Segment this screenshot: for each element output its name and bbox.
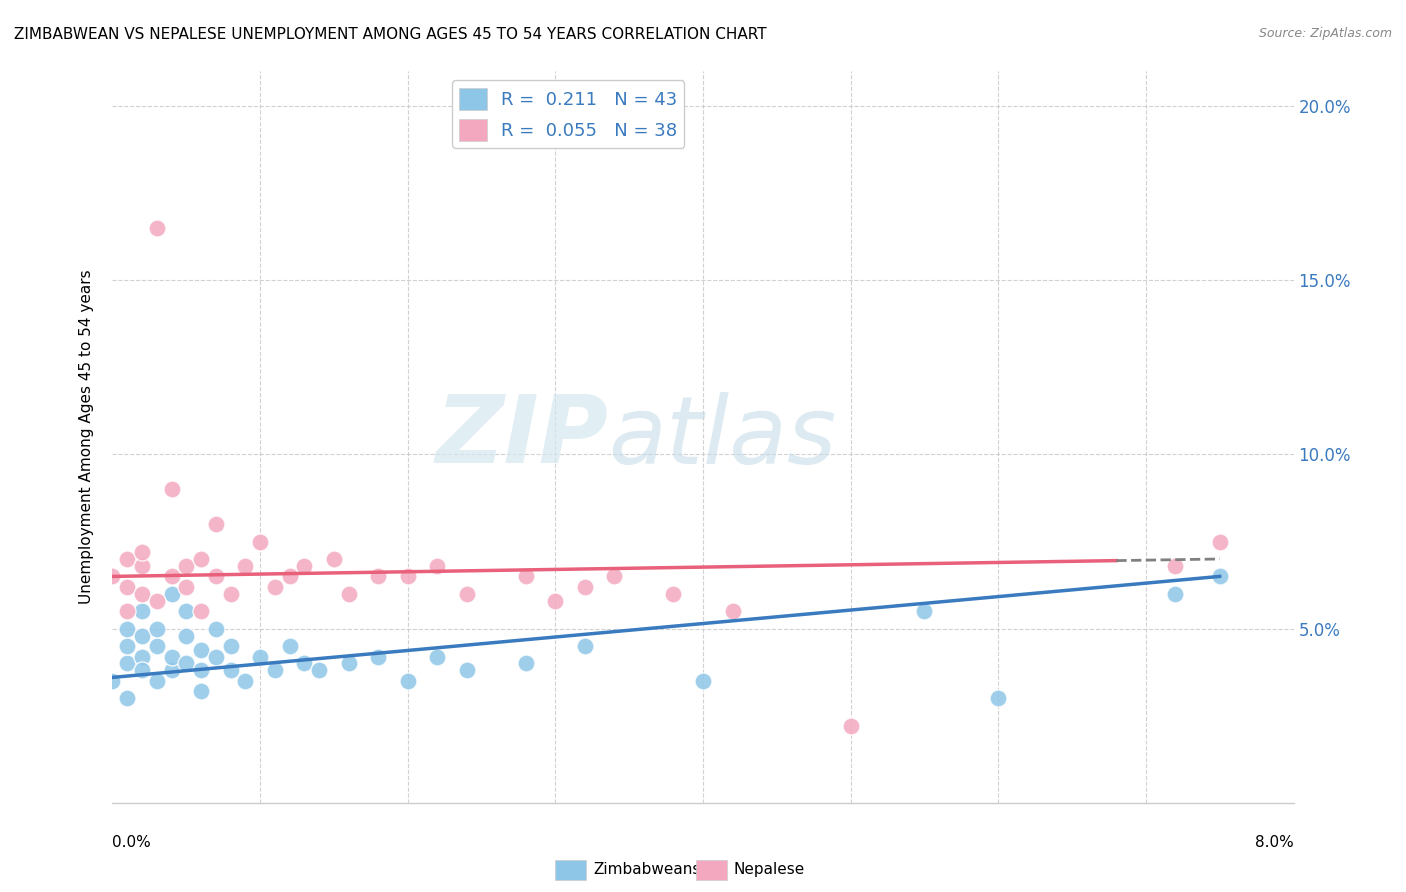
Point (692, 673, 714, 688)
Point (292, 558, 315, 573)
Point (337, 587, 360, 601)
Point (174, 580, 197, 594)
Point (219, 639, 242, 653)
Point (603, 569, 626, 583)
Point (190, 604, 212, 618)
Point (1164, 587, 1187, 601)
Point (205, 569, 228, 583)
Point (117, 580, 138, 594)
Point (174, 657, 197, 671)
Point (205, 622, 228, 636)
Point (160, 483, 183, 497)
Point (174, 629, 197, 643)
Point (426, 558, 449, 573)
Text: 8.0%: 8.0% (1254, 836, 1294, 850)
Point (190, 552, 212, 566)
Point (131, 587, 153, 601)
Point (574, 639, 596, 653)
Point (308, 664, 330, 678)
Point (914, 604, 936, 618)
Point (515, 569, 537, 583)
Point (323, 552, 346, 566)
Point (219, 664, 242, 678)
Point (146, 221, 169, 235)
Point (190, 684, 212, 698)
Point (131, 545, 153, 559)
Point (131, 604, 153, 618)
Point (117, 604, 138, 618)
Point (337, 657, 360, 671)
Point (160, 664, 183, 678)
Point (190, 664, 212, 678)
Point (131, 629, 153, 643)
Point (117, 639, 138, 653)
Point (396, 673, 419, 688)
Point (987, 691, 1010, 706)
Point (117, 657, 138, 671)
Text: Nepalese: Nepalese (734, 863, 806, 877)
Point (190, 642, 212, 657)
Point (117, 552, 138, 566)
Point (1164, 558, 1187, 573)
Point (396, 569, 419, 583)
Point (174, 604, 197, 618)
Point (205, 649, 228, 664)
Point (160, 587, 183, 601)
Text: 0.0%: 0.0% (112, 836, 152, 850)
Point (1208, 534, 1232, 549)
Point (367, 569, 389, 583)
Point (515, 657, 537, 671)
Point (146, 622, 169, 636)
Text: ZIMBABWEAN VS NEPALESE UNEMPLOYMENT AMONG AGES 45 TO 54 YEARS CORRELATION CHART: ZIMBABWEAN VS NEPALESE UNEMPLOYMENT AMON… (14, 27, 766, 42)
Point (456, 664, 478, 678)
Point (264, 580, 287, 594)
Point (146, 673, 169, 688)
Point (146, 639, 169, 653)
Point (117, 691, 138, 706)
Text: Zimbabweans: Zimbabweans (593, 863, 700, 877)
Point (160, 569, 183, 583)
Point (174, 558, 197, 573)
Point (839, 719, 862, 733)
Point (131, 558, 153, 573)
Point (160, 649, 183, 664)
Point (233, 673, 256, 688)
Point (146, 594, 169, 608)
Point (292, 657, 315, 671)
Point (544, 594, 567, 608)
Point (131, 664, 153, 678)
Y-axis label: Unemployment Among Ages 45 to 54 years: Unemployment Among Ages 45 to 54 years (79, 269, 94, 605)
Point (264, 664, 287, 678)
Point (101, 673, 124, 688)
Point (131, 649, 153, 664)
Point (426, 649, 449, 664)
Point (574, 580, 596, 594)
Point (278, 639, 301, 653)
Point (278, 569, 301, 583)
Legend: R =  0.211   N = 43, R =  0.055   N = 38: R = 0.211 N = 43, R = 0.055 N = 38 (453, 80, 685, 148)
Text: atlas: atlas (609, 392, 837, 483)
Text: ZIP: ZIP (436, 391, 609, 483)
Point (367, 649, 389, 664)
Text: Source: ZipAtlas.com: Source: ZipAtlas.com (1258, 27, 1392, 40)
Point (721, 604, 744, 618)
Point (233, 558, 256, 573)
Point (662, 587, 685, 601)
Point (456, 587, 478, 601)
Point (101, 569, 124, 583)
Point (1208, 569, 1232, 583)
Point (249, 534, 271, 549)
Point (117, 622, 138, 636)
Point (249, 649, 271, 664)
Point (205, 517, 228, 532)
Point (219, 587, 242, 601)
